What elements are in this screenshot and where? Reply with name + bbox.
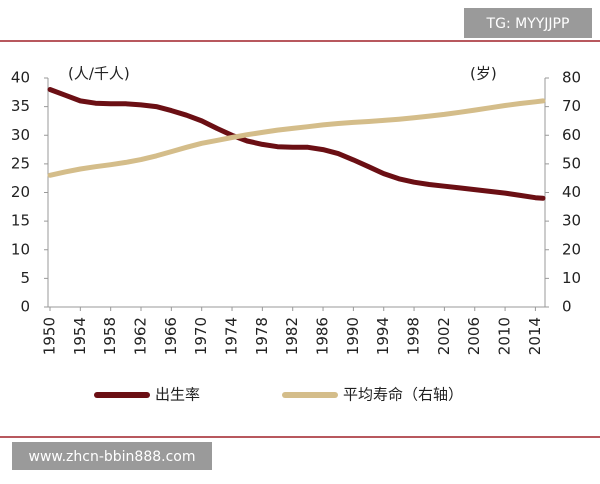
watermark-box (464, 8, 592, 38)
y2-axis-label: (岁) (470, 65, 497, 83)
x-tick-label: 1958 (101, 317, 119, 355)
y-tick-label: 40 (11, 69, 30, 87)
y-axis-label: (人/千人) (68, 65, 130, 83)
y2-tick-label: 20 (562, 240, 581, 258)
y2-tick-label: 40 (562, 183, 581, 201)
x-tick-label: 1954 (71, 317, 89, 355)
y2-tick-label: 10 (562, 269, 581, 287)
x-tick-label: 1998 (405, 317, 423, 355)
watermark: www.zhcn-bbin888.com (29, 449, 196, 465)
x-tick-label: 1970 (192, 317, 210, 355)
y-tick-label: 5 (20, 269, 30, 287)
watermark: TG: MYYJJPP (486, 16, 570, 32)
x-tick-label: 2006 (465, 317, 483, 355)
x-tick-label: 2014 (526, 317, 544, 355)
y-tick-label: 0 (20, 298, 30, 316)
x-tick-label: 1962 (132, 317, 150, 355)
y-tick-label: 30 (11, 126, 30, 144)
y-tick-label: 15 (11, 212, 30, 230)
y-tick-label: 35 (11, 97, 30, 115)
x-tick-label: 2010 (496, 317, 514, 355)
y2-tick-label: 70 (562, 97, 581, 115)
legend-label: 平均寿命（右轴） (343, 386, 463, 404)
x-tick-label: 1982 (283, 317, 301, 355)
y-tick-label: 25 (11, 154, 30, 172)
y-tick-label: 10 (11, 240, 30, 258)
x-tick-label: 1978 (253, 317, 271, 355)
series-line (47, 87, 546, 201)
x-tick-label: 1986 (314, 317, 332, 355)
x-tick-label: 1974 (223, 317, 241, 355)
x-tick-label: 1994 (374, 317, 392, 355)
y2-tick-label: 50 (562, 154, 581, 172)
y2-tick-label: 0 (562, 298, 572, 316)
x-tick-label: 1990 (344, 317, 362, 355)
y2-tick-label: 80 (562, 69, 581, 87)
x-tick-label: 1950 (41, 317, 59, 355)
x-tick-label: 1966 (162, 317, 180, 355)
y2-tick-label: 30 (562, 212, 581, 230)
y-tick-label: 20 (11, 183, 30, 201)
x-tick-label: 2002 (435, 317, 453, 355)
y2-tick-label: 60 (562, 126, 581, 144)
watermark-box (12, 442, 212, 470)
series-line (47, 98, 546, 178)
legend-label: 出生率 (155, 386, 200, 404)
